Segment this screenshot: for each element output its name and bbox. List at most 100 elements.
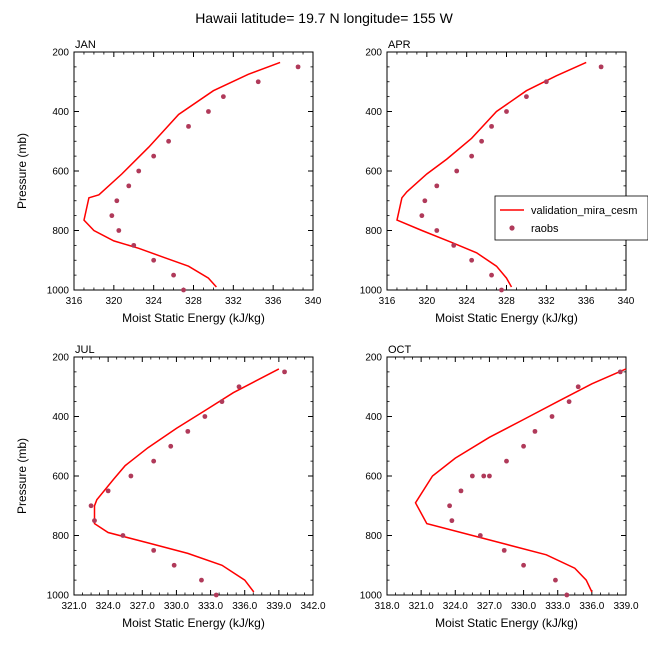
raob-point xyxy=(575,384,581,390)
x-tick-label: 321.0 xyxy=(61,601,86,612)
panel-label: APR xyxy=(388,39,411,51)
raob-point xyxy=(186,123,191,129)
x-tick-label: 324 xyxy=(458,296,475,307)
x-tick-label: 333.0 xyxy=(545,601,570,612)
raob-point xyxy=(501,547,507,553)
raob-point xyxy=(451,242,457,248)
y-tick-label: 600 xyxy=(52,167,69,178)
raob-point xyxy=(477,533,483,538)
x-tick-label: 330.0 xyxy=(511,601,536,612)
raob-point xyxy=(543,79,549,85)
raob-point xyxy=(220,94,226,100)
y-tick-label: 600 xyxy=(365,472,382,483)
y-tick-label: 200 xyxy=(365,48,382,59)
raob-point xyxy=(219,399,225,405)
raob-point xyxy=(458,488,464,494)
raob-point xyxy=(114,198,120,204)
raob-point xyxy=(120,533,126,538)
y-tick-label: 400 xyxy=(52,412,69,423)
x-tick-label: 333.0 xyxy=(198,601,223,612)
raob-point xyxy=(532,428,538,434)
y-tick-label: 1000 xyxy=(47,286,70,297)
y-tick-label: 1000 xyxy=(47,591,70,602)
plot-frame xyxy=(386,51,627,291)
x-tick-label: 339.0 xyxy=(613,601,638,612)
x-axis-label: Moist Static Energy (kJ/kg) xyxy=(435,616,578,630)
raob-point xyxy=(185,428,191,434)
plot-frame xyxy=(73,356,314,596)
y-axis-label: Pressure (mb) xyxy=(15,133,29,209)
y-tick-label: 600 xyxy=(52,472,69,483)
raob-point xyxy=(469,257,475,263)
model-line xyxy=(83,61,281,288)
x-tick-label: 320 xyxy=(418,296,435,307)
x-tick-label: 336.0 xyxy=(579,601,604,612)
x-tick-label: 336 xyxy=(265,296,282,307)
y-tick-label: 400 xyxy=(365,107,382,118)
raob-point xyxy=(151,547,157,553)
y-tick-label: 800 xyxy=(365,531,382,542)
raob-point xyxy=(171,562,177,568)
x-tick-label: 321.0 xyxy=(409,601,434,612)
x-tick-label: 327.0 xyxy=(130,601,155,612)
raob-point xyxy=(521,443,526,449)
raob-point xyxy=(449,518,455,524)
y-tick-label: 800 xyxy=(52,531,69,542)
raob-point xyxy=(481,473,487,479)
raob-point xyxy=(255,79,261,85)
raob-point xyxy=(213,592,219,598)
raob-point xyxy=(88,503,94,509)
x-tick-label: 336 xyxy=(578,296,595,307)
y-tick-label: 1000 xyxy=(360,591,383,602)
x-axis-label: Moist Static Energy (kJ/kg) xyxy=(435,311,578,325)
raob-point xyxy=(617,369,623,375)
panels: JAN 316 320 324 328 332 336 340 200 400 600 800 1000… xyxy=(15,39,639,630)
panel-label: JUL xyxy=(75,344,95,356)
raob-point xyxy=(92,518,97,524)
raob-point xyxy=(151,153,157,159)
x-axis-label: Moist Static Energy (kJ/kg) xyxy=(122,616,265,630)
legend: validation_mira_cesm raobs xyxy=(494,195,648,241)
legend-dot-swatch xyxy=(509,225,515,231)
x-tick-label: 336.0 xyxy=(232,601,257,612)
y-tick-label: 800 xyxy=(52,226,69,237)
raob-point xyxy=(566,399,572,405)
x-tick-label: 332 xyxy=(538,296,555,307)
raob-point xyxy=(109,213,115,219)
raob-point xyxy=(469,153,475,159)
x-tick-label: 316 xyxy=(379,296,396,307)
panel-jul: JUL 321.0 324.0 327.0 330.0 333.0 336.0 339.0 34… xyxy=(15,344,326,630)
y-tick-label: 400 xyxy=(52,107,69,118)
x-tick-label: 340 xyxy=(618,296,635,307)
plot-frame xyxy=(386,356,627,596)
y-tick-label: 200 xyxy=(52,48,69,59)
x-tick-label: 342.0 xyxy=(300,601,325,612)
legend-box xyxy=(494,195,648,241)
x-tick-label: 324 xyxy=(145,296,162,307)
y-tick-label: 1000 xyxy=(360,286,383,297)
y-tick-label: 800 xyxy=(365,226,382,237)
x-tick-label: 324.0 xyxy=(96,601,121,612)
raob-point xyxy=(202,414,208,419)
x-tick-label: 327.0 xyxy=(477,601,502,612)
raob-point xyxy=(447,503,452,509)
x-tick-label: 318.0 xyxy=(374,601,399,612)
raob-point xyxy=(469,473,475,479)
raob-point xyxy=(171,272,176,278)
raob-point xyxy=(136,168,142,174)
y-axis-label: Pressure (mb) xyxy=(15,438,29,514)
raob-point xyxy=(128,473,134,479)
panel-label: OCT xyxy=(388,344,412,356)
x-tick-label: 328 xyxy=(498,296,515,307)
x-tick-label: 324.0 xyxy=(443,601,468,612)
raob-point xyxy=(181,287,186,293)
legend-line-label: validation_mira_cesm xyxy=(531,205,637,217)
raob-point xyxy=(419,213,425,219)
raob-point xyxy=(282,369,287,375)
raob-point xyxy=(598,64,604,70)
x-tick-label: 330.0 xyxy=(164,601,189,612)
x-tick-label: 316 xyxy=(66,296,83,307)
panel-jan: JAN 316 320 324 328 332 336 340 200 400 600 800 1000… xyxy=(15,39,322,325)
raob-point xyxy=(489,123,494,129)
model-line xyxy=(93,368,280,593)
